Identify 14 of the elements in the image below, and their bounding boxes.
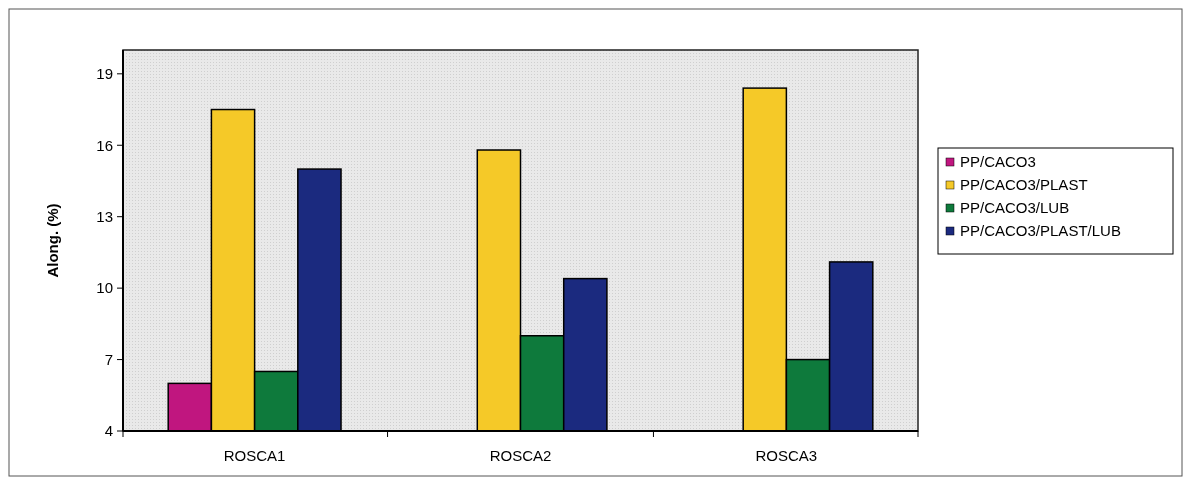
- legend-label: PP/CACO3/LUB: [960, 199, 1070, 216]
- x-tick-label: ROSCA3: [755, 447, 818, 464]
- y-tick-label: 16: [96, 136, 113, 154]
- x-tick-label: ROSCA2: [489, 447, 552, 464]
- legend-label: PP/CACO3/PLAST: [960, 176, 1088, 193]
- y-axis-title: Along. (%): [44, 203, 61, 278]
- y-tick-label: 4: [104, 422, 113, 440]
- legend-label: PP/CACO3/PLAST/LUB: [960, 222, 1121, 239]
- y-tick-label: 13: [96, 207, 113, 225]
- x-tick-label: ROSCA1: [223, 447, 286, 464]
- y-tick-label: 10: [96, 279, 113, 297]
- y-tick-label: 19: [96, 65, 113, 83]
- y-tick-label: 7: [104, 350, 113, 368]
- legend-label: PP/CACO3: [960, 153, 1036, 170]
